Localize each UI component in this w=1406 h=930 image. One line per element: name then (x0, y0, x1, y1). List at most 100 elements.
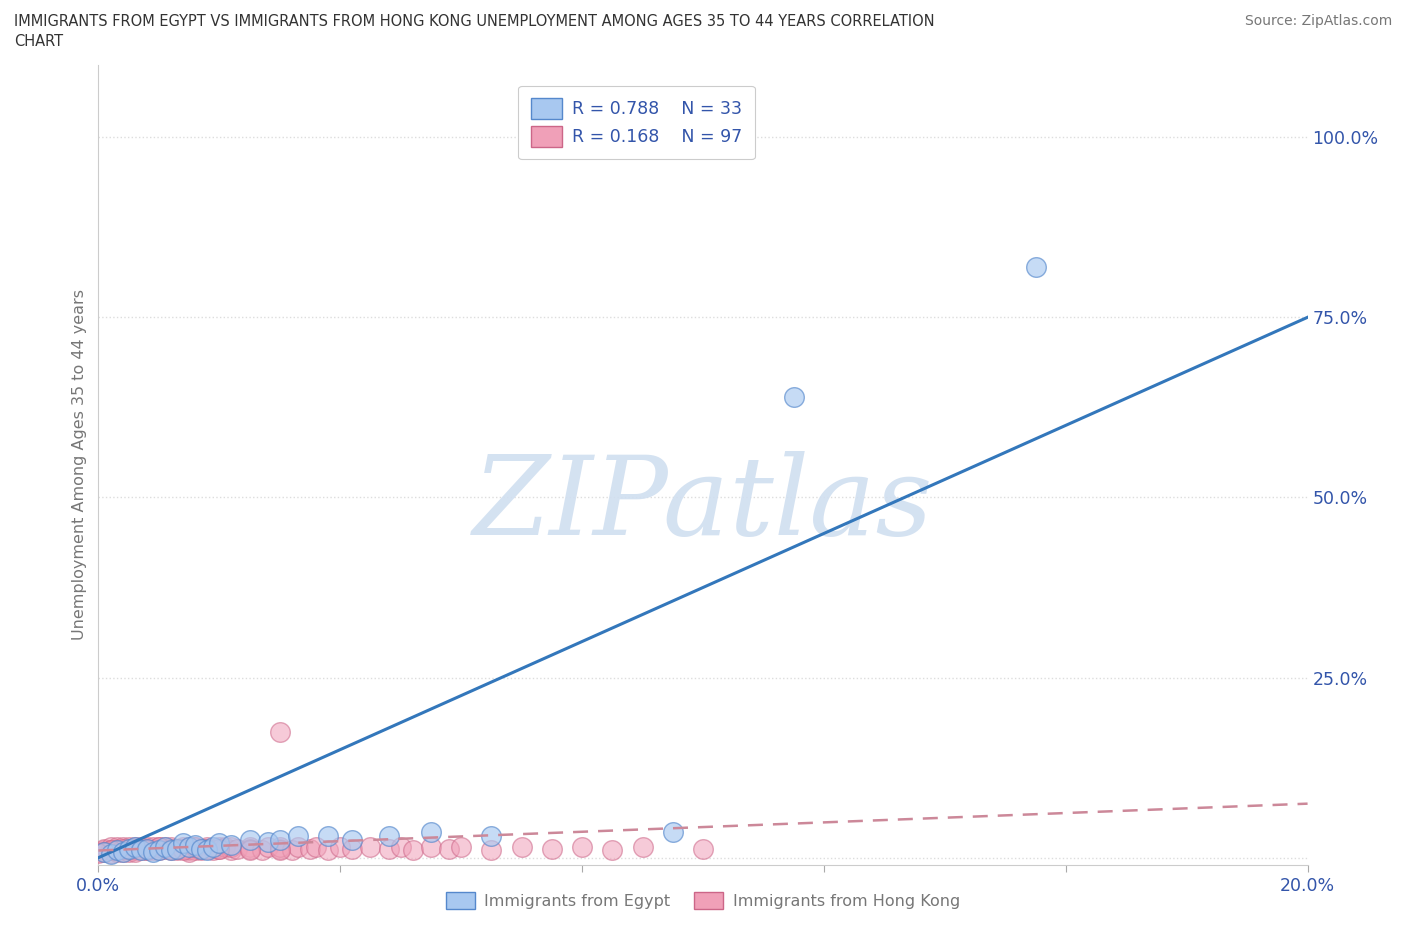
Point (160, 844, 183, 858)
Point (195, 844, 218, 858)
Point (100, 846, 122, 861)
Point (269, 840, 291, 855)
Point (172, 844, 194, 858)
Point (142, 844, 165, 858)
Point (172, 836, 194, 851)
Point (124, 840, 146, 855)
Point (100, 840, 122, 855)
Point (135, 842, 157, 857)
Point (124, 844, 146, 859)
Point (124, 840, 146, 855)
Point (93, 844, 115, 858)
Text: IMMIGRANTS FROM EGYPT VS IMMIGRANTS FROM HONG KONG UNEMPLOYMENT AMONG AGES 35 TO: IMMIGRANTS FROM EGYPT VS IMMIGRANTS FROM… (14, 14, 935, 29)
Point (208, 840, 231, 855)
Point (148, 840, 170, 855)
Point (160, 840, 183, 855)
Point (184, 837, 207, 852)
Point (190, 842, 212, 857)
Point (118, 842, 141, 857)
Point (160, 844, 183, 858)
Point (100, 844, 122, 858)
Point (105, 844, 128, 859)
Point (208, 836, 231, 851)
Point (118, 844, 141, 859)
Point (481, 829, 503, 844)
Point (269, 842, 291, 857)
Point (135, 840, 157, 855)
Point (190, 844, 212, 858)
Legend: Immigrants from Egypt, Immigrants from Hong Kong: Immigrants from Egypt, Immigrants from H… (439, 884, 967, 917)
Point (129, 844, 152, 858)
Point (420, 840, 443, 855)
Point (316, 829, 339, 844)
Point (269, 832, 291, 847)
Point (129, 844, 152, 858)
Point (184, 844, 207, 858)
Point (111, 844, 134, 859)
Point (256, 840, 278, 855)
Point (179, 844, 201, 858)
Point (202, 844, 225, 858)
Point (111, 840, 134, 855)
Point (87, 846, 110, 861)
Point (221, 837, 243, 852)
Point (316, 844, 339, 858)
Point (111, 842, 134, 857)
Point (342, 832, 364, 847)
Legend: R = 0.788    N = 33, R = 0.168    N = 97: R = 0.788 N = 33, R = 0.168 N = 97 (519, 86, 755, 159)
Point (148, 840, 170, 855)
Point (166, 844, 188, 858)
Point (377, 842, 399, 857)
Point (93, 842, 115, 857)
Point (287, 829, 309, 844)
Point (124, 844, 146, 858)
Point (135, 844, 157, 858)
Point (202, 840, 225, 855)
Point (100, 846, 122, 861)
Point (783, 389, 806, 404)
Point (142, 844, 165, 859)
Y-axis label: Unemployment Among Ages 35 to 44 years: Unemployment Among Ages 35 to 44 years (72, 289, 87, 641)
Point (239, 840, 262, 855)
Point (481, 844, 503, 858)
Point (305, 840, 328, 855)
Point (631, 840, 654, 855)
Point (105, 840, 128, 855)
Point (93, 844, 115, 859)
Text: ZIPatlas: ZIPatlas (472, 451, 934, 559)
Point (124, 842, 146, 857)
Point (153, 842, 176, 857)
Point (105, 844, 128, 858)
Point (195, 840, 218, 855)
Point (437, 842, 460, 857)
Point (208, 842, 231, 857)
Point (510, 840, 533, 855)
Point (172, 840, 194, 855)
Point (256, 834, 278, 849)
Point (148, 844, 170, 858)
Point (329, 840, 352, 855)
Point (118, 840, 141, 855)
Point (239, 842, 262, 857)
Point (269, 844, 291, 858)
Point (1024, 259, 1046, 274)
Text: CHART: CHART (14, 34, 63, 49)
Point (281, 844, 304, 858)
Point (166, 842, 188, 857)
Point (118, 842, 141, 857)
Point (226, 842, 249, 857)
Point (179, 844, 201, 859)
Point (111, 842, 134, 857)
Point (179, 840, 201, 855)
Point (100, 844, 122, 858)
Point (148, 844, 170, 858)
Point (87, 844, 110, 859)
Point (214, 840, 236, 855)
Point (179, 840, 201, 855)
Point (360, 840, 382, 855)
Point (105, 842, 128, 857)
Point (129, 840, 152, 855)
Point (450, 840, 472, 855)
Point (540, 842, 562, 857)
Point (179, 842, 201, 857)
